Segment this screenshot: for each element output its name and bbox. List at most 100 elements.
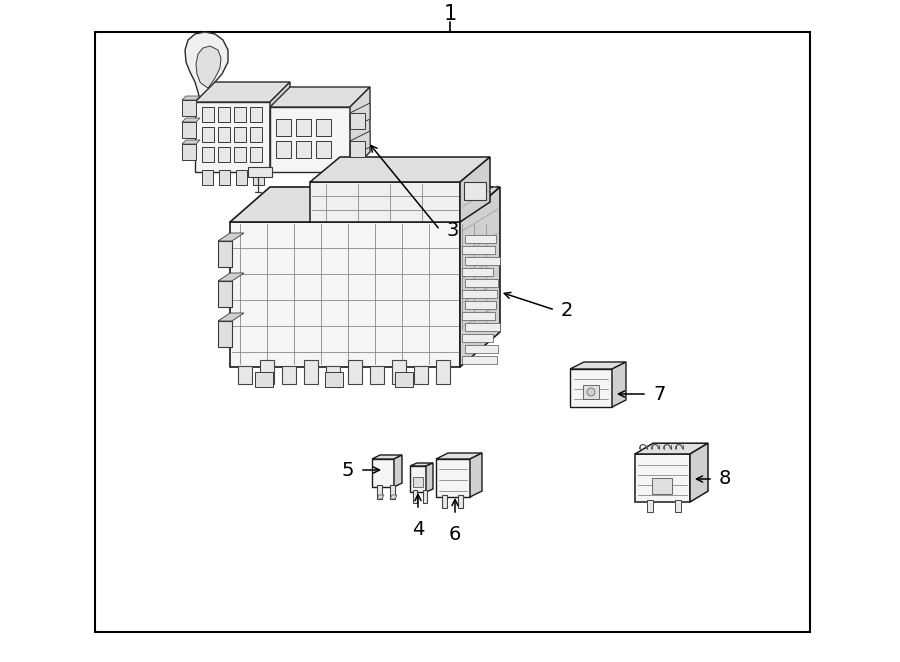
Polygon shape: [460, 187, 500, 367]
Bar: [95, 32, 810, 632]
Bar: [442, 495, 447, 508]
Bar: [236, 170, 247, 185]
Bar: [465, 235, 496, 243]
Polygon shape: [310, 182, 460, 222]
Polygon shape: [218, 233, 244, 241]
Polygon shape: [218, 281, 232, 307]
Bar: [218, 147, 230, 162]
Bar: [218, 127, 230, 142]
Bar: [250, 127, 262, 142]
Polygon shape: [218, 273, 244, 281]
Bar: [326, 366, 340, 384]
Bar: [202, 147, 214, 162]
Polygon shape: [350, 87, 370, 172]
Bar: [370, 366, 384, 384]
Bar: [465, 345, 498, 353]
Bar: [423, 490, 427, 503]
Bar: [462, 312, 495, 320]
Text: 2: 2: [561, 301, 573, 320]
Polygon shape: [182, 140, 200, 144]
Bar: [276, 141, 291, 158]
Bar: [462, 268, 493, 276]
Polygon shape: [372, 459, 394, 487]
Bar: [462, 334, 493, 342]
Bar: [652, 478, 672, 494]
Polygon shape: [395, 372, 413, 387]
Bar: [465, 279, 498, 287]
Bar: [250, 147, 262, 162]
Bar: [316, 141, 331, 158]
Bar: [234, 127, 246, 142]
Polygon shape: [372, 455, 402, 459]
Polygon shape: [310, 157, 490, 182]
Polygon shape: [436, 453, 482, 459]
Polygon shape: [635, 443, 708, 454]
Polygon shape: [218, 321, 232, 347]
Bar: [436, 360, 450, 384]
Polygon shape: [570, 362, 626, 369]
Bar: [238, 366, 252, 384]
Bar: [377, 485, 382, 499]
Bar: [350, 113, 365, 129]
Bar: [296, 119, 311, 136]
Circle shape: [587, 388, 595, 396]
Bar: [462, 356, 497, 364]
Polygon shape: [230, 222, 460, 367]
Bar: [675, 500, 681, 512]
Polygon shape: [195, 102, 270, 172]
Bar: [348, 360, 362, 384]
Polygon shape: [195, 82, 290, 102]
Polygon shape: [182, 96, 200, 100]
Bar: [316, 119, 331, 136]
Bar: [253, 170, 264, 185]
Polygon shape: [182, 100, 196, 116]
Bar: [276, 119, 291, 136]
Bar: [583, 385, 599, 399]
Bar: [282, 366, 296, 384]
Polygon shape: [436, 459, 470, 497]
Polygon shape: [218, 241, 232, 267]
Polygon shape: [470, 453, 482, 497]
Polygon shape: [248, 167, 272, 177]
Polygon shape: [270, 107, 350, 172]
Polygon shape: [377, 495, 384, 499]
Polygon shape: [635, 454, 690, 502]
Text: 3: 3: [446, 220, 458, 240]
Bar: [462, 246, 495, 254]
Polygon shape: [350, 103, 370, 129]
Bar: [234, 147, 246, 162]
Text: 4: 4: [412, 520, 424, 539]
Polygon shape: [182, 118, 200, 122]
Bar: [414, 366, 428, 384]
Polygon shape: [182, 122, 196, 138]
Bar: [219, 170, 230, 185]
Polygon shape: [196, 46, 221, 88]
Polygon shape: [612, 362, 626, 407]
Polygon shape: [270, 87, 370, 107]
Text: 6: 6: [449, 525, 461, 544]
Bar: [350, 141, 365, 157]
Polygon shape: [394, 455, 402, 487]
Polygon shape: [570, 369, 612, 407]
Bar: [465, 323, 500, 331]
Bar: [465, 301, 496, 309]
Bar: [202, 107, 214, 122]
Polygon shape: [690, 443, 708, 502]
Bar: [234, 107, 246, 122]
Polygon shape: [426, 463, 433, 492]
Bar: [413, 490, 417, 503]
Bar: [462, 290, 497, 298]
Bar: [304, 360, 318, 384]
Bar: [202, 127, 214, 142]
Polygon shape: [270, 82, 290, 172]
Bar: [392, 360, 406, 384]
Polygon shape: [230, 187, 500, 222]
Bar: [218, 107, 230, 122]
Text: 7: 7: [653, 385, 665, 404]
Polygon shape: [255, 372, 273, 387]
Polygon shape: [325, 372, 343, 387]
Polygon shape: [410, 463, 433, 466]
Bar: [465, 257, 500, 265]
Polygon shape: [350, 131, 370, 157]
Bar: [250, 107, 262, 122]
